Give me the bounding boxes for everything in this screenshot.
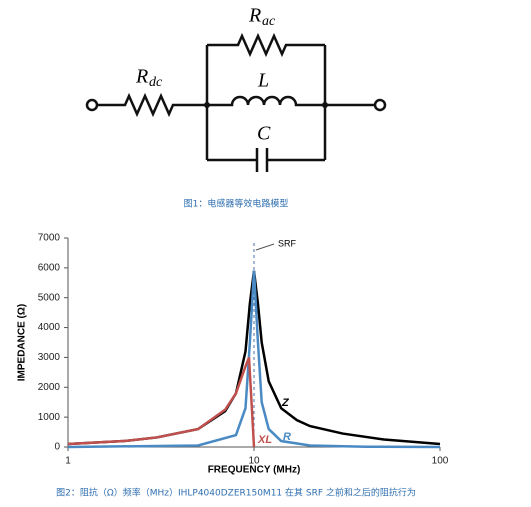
y-tick-label: 0 bbox=[54, 442, 60, 453]
line bbox=[67, 356, 256, 448]
terminal bbox=[373, 98, 387, 112]
y-axis-label: IMPEDANCE (Ω) bbox=[17, 304, 28, 381]
caption: 图1：电感器等效电路模型 bbox=[184, 198, 289, 210]
label: R bbox=[248, 5, 261, 27]
y-tick-label: 7000 bbox=[38, 233, 61, 244]
label: ac bbox=[262, 14, 276, 29]
x-tick-label: 1 bbox=[65, 456, 71, 467]
x-tick-label: 100 bbox=[432, 456, 449, 467]
y-tick-label: 1000 bbox=[38, 412, 61, 423]
y-tick-label: 5000 bbox=[38, 292, 61, 303]
label: L bbox=[257, 70, 269, 92]
series-label: Z bbox=[281, 397, 290, 409]
line bbox=[67, 270, 441, 449]
label: R bbox=[135, 66, 148, 88]
junction bbox=[322, 102, 328, 108]
y-tick-label: 6000 bbox=[38, 262, 61, 273]
y-tick-label: 3000 bbox=[38, 352, 61, 363]
series-label: XL bbox=[257, 434, 272, 446]
label: C bbox=[257, 123, 271, 145]
caption: 图2：阻抗（Ω）频率（MHz）IHLP4040DZER150M11 在其 SRF… bbox=[56, 487, 416, 499]
y-tick-label: 2000 bbox=[38, 382, 61, 393]
junction bbox=[204, 102, 210, 108]
x-tick-label: 10 bbox=[248, 456, 260, 467]
circuit: R dc R ac L C bbox=[85, 5, 387, 172]
srf-label: SRF bbox=[278, 238, 297, 248]
wire bbox=[97, 32, 375, 172]
srf-pointer bbox=[255, 243, 275, 251]
terminal bbox=[85, 98, 99, 112]
x-axis-label: FREQUENCY (MHz) bbox=[208, 465, 301, 476]
y-tick-label: 4000 bbox=[38, 322, 61, 333]
series-label: R bbox=[283, 431, 291, 443]
label: dc bbox=[149, 75, 163, 90]
